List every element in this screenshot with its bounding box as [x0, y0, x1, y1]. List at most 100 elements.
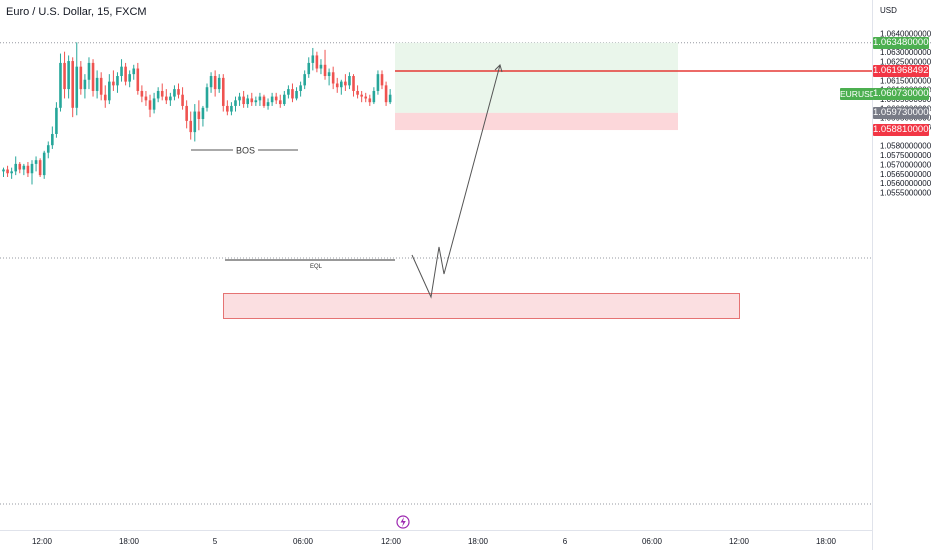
bos-label: BOS [236, 146, 255, 156]
candle-body [311, 55, 315, 63]
candle-body [205, 87, 209, 108]
candle-body [270, 96, 274, 103]
candle-body [95, 77, 99, 91]
candle-body [71, 61, 74, 108]
candle-body [226, 105, 229, 112]
y-tick-label: 1.0560000000 [880, 179, 932, 188]
candle-body [42, 152, 46, 176]
candle-body [34, 160, 38, 164]
x-tick-label: 12:00 [32, 537, 53, 546]
candle-body [372, 90, 376, 103]
candle-body [197, 111, 201, 120]
y-tick-label: 1.0625000000 [880, 58, 932, 67]
candle-body [213, 76, 217, 90]
y-tick-label: 1.0640000000 [880, 30, 932, 39]
candle-body [156, 90, 160, 99]
y-tick-label: 1.0555000000 [880, 188, 932, 197]
order-block-zone [223, 293, 740, 319]
candle-body [258, 96, 262, 101]
x-tick-label: 06:00 [642, 537, 663, 546]
candle-body [230, 105, 233, 112]
candle-body [348, 76, 351, 86]
candle-body [315, 55, 319, 69]
candle-body [83, 79, 87, 90]
candle-body [14, 163, 18, 172]
candle-body [112, 81, 115, 86]
candle-body [51, 133, 54, 146]
candle-body [63, 62, 66, 90]
candle-body [132, 68, 136, 75]
candle-body [234, 100, 237, 106]
y-tick-label: 1.0580000000 [880, 142, 932, 151]
candle-body [352, 76, 355, 91]
y-tick-label: 1.0575000000 [880, 151, 932, 160]
candle-body [364, 96, 368, 99]
y-tick-label: 1.0570000000 [880, 160, 932, 169]
candle-body [152, 98, 156, 110]
symbol-label: EURUSD [840, 88, 876, 101]
candle-body [201, 107, 205, 120]
candle-body [360, 94, 363, 97]
candle-body [380, 74, 384, 86]
candle-body [266, 102, 270, 106]
x-tick-label: 18:00 [119, 537, 140, 546]
candle-body [140, 90, 144, 97]
y-tick-label: 1.0630000000 [880, 48, 932, 57]
candle-body [388, 94, 392, 103]
current-price-label: 1.0607300000 [873, 88, 932, 101]
candle-body [181, 94, 184, 106]
candle-body [217, 77, 221, 90]
candle-body [262, 96, 266, 106]
x-tick-label: 18:00 [468, 537, 489, 546]
candle-body [79, 66, 83, 90]
candle-body [18, 163, 22, 170]
candle-body [124, 66, 127, 82]
candle-body [376, 74, 380, 91]
candle-body [335, 83, 339, 88]
candle-body [91, 62, 95, 91]
candle-body [193, 111, 197, 133]
x-tick-label: 12:00 [381, 537, 402, 546]
candle-body [299, 85, 302, 91]
candle-body [99, 77, 103, 95]
candle-body [185, 105, 188, 121]
candle-body [30, 163, 34, 174]
candle-body [22, 165, 26, 170]
candle-body [116, 76, 119, 86]
candle-body [75, 66, 79, 108]
lightning-icon-glyph[interactable] [400, 517, 406, 527]
eql-label: EQL [310, 264, 323, 270]
candle-body [295, 90, 298, 99]
candle-body [160, 90, 164, 97]
candle-body [144, 96, 148, 101]
target-price-label: 1.0634800000 [873, 36, 932, 49]
candle-body [250, 98, 254, 103]
target-zone [395, 42, 678, 113]
currency-label: USD [880, 6, 897, 15]
candle-body [6, 169, 9, 174]
candle-body [303, 74, 306, 86]
candle-body [189, 120, 193, 133]
resistance-price-label: 1.0619684929 [873, 64, 932, 77]
candle-body [120, 66, 123, 77]
candle-body [165, 96, 168, 101]
candle-body [307, 62, 311, 75]
candle-body [67, 61, 70, 90]
candle-body [384, 85, 388, 103]
x-tick-label: 12:00 [729, 537, 750, 546]
x-tick-label: 5 [213, 537, 218, 546]
candle-body [136, 68, 140, 91]
candle-body [327, 72, 331, 77]
entry-price-label: 1.0597300000 [873, 106, 932, 119]
candle-body [323, 64, 327, 77]
x-tick-label: 6 [563, 537, 568, 546]
candle-body [246, 98, 249, 105]
projected-path [411, 64, 501, 299]
candle-body [331, 72, 335, 84]
candle-body [344, 81, 347, 86]
candle-body [103, 94, 107, 101]
candle-body [173, 89, 176, 97]
candle-body [38, 160, 42, 176]
candle-body [221, 77, 225, 106]
